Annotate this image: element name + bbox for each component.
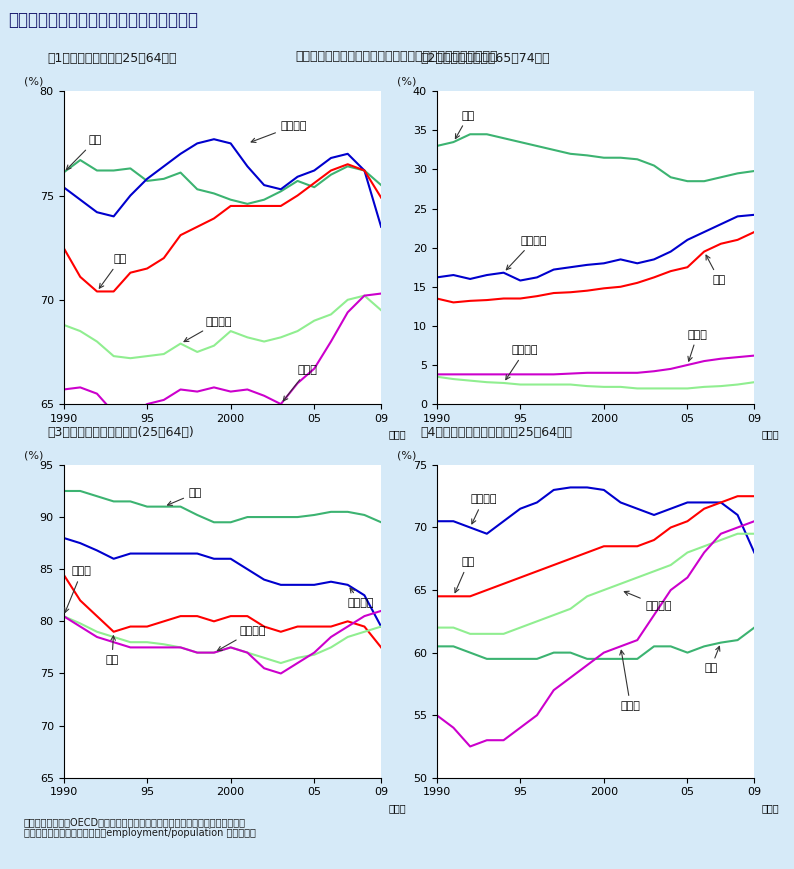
X-axis label: （年）: （年）	[388, 429, 406, 439]
Text: ドイツ: ドイツ	[283, 365, 318, 401]
Text: (%): (%)	[24, 76, 43, 87]
Text: フランス: フランス	[218, 626, 265, 651]
Text: フランス: フランス	[184, 317, 232, 342]
Text: ドイツ: ドイツ	[688, 329, 707, 362]
X-axis label: （年）: （年）	[761, 803, 779, 813]
Text: 日本: 日本	[456, 110, 475, 138]
Text: フランス: フランス	[624, 591, 673, 611]
Text: (%): (%)	[397, 76, 416, 87]
Text: （3）就業率の推移・男性(25～64歳): （3）就業率の推移・男性(25～64歳)	[48, 426, 195, 439]
Text: (%): (%)	[397, 450, 416, 461]
Text: 日本: 日本	[704, 647, 720, 673]
Text: 日本: 日本	[67, 136, 102, 169]
Text: 第３－１－１０図　主要国の就業率の推移: 第３－１－１０図 主要国の就業率の推移	[8, 10, 198, 29]
Text: 英国: 英国	[106, 636, 118, 665]
Text: 英国: 英国	[706, 255, 726, 285]
Text: （4）就業率の推移・女性（25～64歳）: （4）就業率の推移・女性（25～64歳）	[421, 426, 572, 439]
Text: （2）就業率の推移（65～74歳）: （2）就業率の推移（65～74歳）	[421, 52, 550, 65]
Text: (%): (%)	[24, 450, 43, 461]
Text: アメリカ: アメリカ	[348, 588, 374, 607]
Text: 英国: 英国	[99, 255, 127, 289]
Text: 英国: 英国	[455, 557, 475, 593]
Text: （備考）　１．　OECDにより作成。日本は総務省「労働力調査」により作成。
　　　　　　２．　就業率は、employment/population にて計算。: （備考） １． OECDにより作成。日本は総務省「労働力調査」により作成。 ２．…	[24, 817, 256, 839]
Text: アメリカ: アメリカ	[251, 121, 307, 143]
Text: （1）就業率の推移（25～64歳）: （1）就業率の推移（25～64歳）	[48, 52, 177, 65]
X-axis label: （年）: （年）	[388, 803, 406, 813]
Text: フランス: フランス	[506, 345, 538, 380]
Text: アメリカ: アメリカ	[470, 494, 496, 524]
Text: 日本: 日本	[168, 488, 202, 506]
Text: アメリカ: アメリカ	[507, 235, 547, 269]
X-axis label: （年）: （年）	[761, 429, 779, 439]
Text: ドイツ: ドイツ	[64, 567, 92, 613]
Text: 自営業の減少を雇用者の増加が補って就業率は高水準で安定: 自営業の減少を雇用者の増加が補って就業率は高水準で安定	[295, 50, 499, 63]
Text: ドイツ: ドイツ	[620, 650, 641, 711]
